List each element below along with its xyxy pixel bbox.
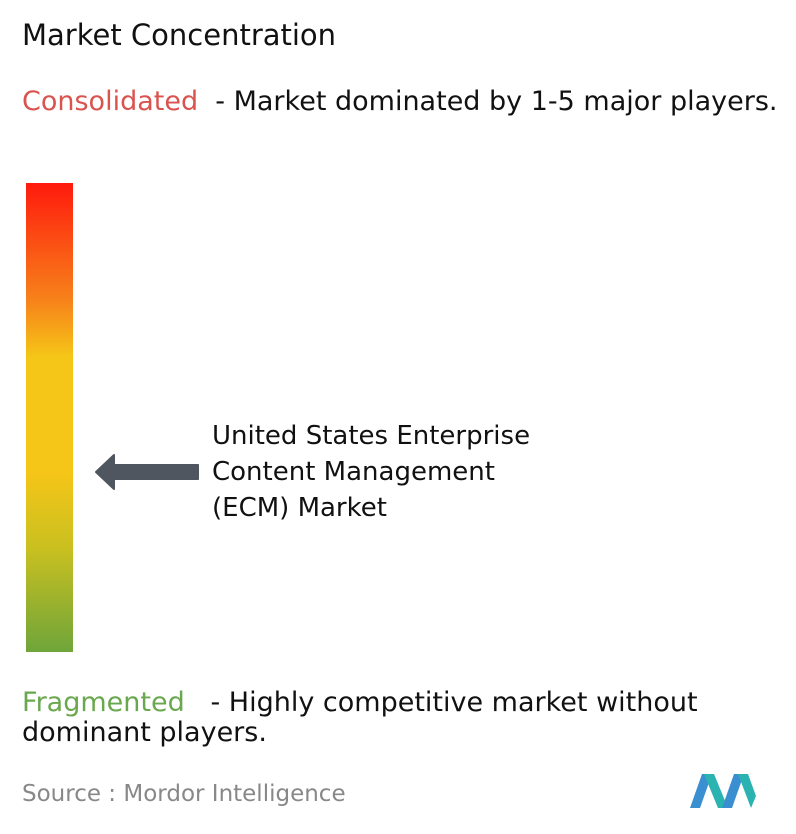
arrow: [95, 454, 199, 490]
consolidated-legend: Consolidated - Market dominated by 1-5 m…: [22, 87, 782, 117]
market-label-line: Content Management: [212, 457, 495, 487]
logo: [690, 774, 756, 808]
fragmented-description: - Highly competitive market without domi…: [22, 687, 698, 748]
source: Source : Mordor Intelligence: [22, 781, 346, 807]
fragmented-label: Fragmented: [22, 687, 185, 718]
market-label-line: United States Enterprise: [212, 421, 531, 451]
concentration-gradient: [26, 183, 73, 652]
source-label: Source :: [22, 781, 117, 807]
fragmented-legend: Fragmented - Highly competitive market w…: [22, 688, 782, 748]
market-label: United States Enterprise Content Managem…: [212, 418, 530, 526]
market-label-line: (ECM) Market: [212, 493, 387, 523]
source-name: Mordor Intelligence: [123, 781, 346, 807]
consolidated-label: Consolidated: [22, 86, 199, 117]
consolidated-description: - Market dominated by 1-5 major players.: [215, 86, 778, 117]
title: Market Concentration: [22, 18, 337, 52]
